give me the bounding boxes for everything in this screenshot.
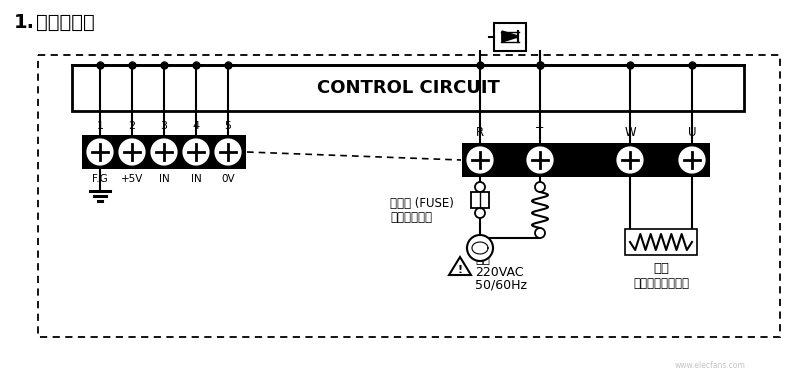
Text: 1.: 1. xyxy=(14,13,35,32)
Circle shape xyxy=(467,235,493,261)
Text: 4: 4 xyxy=(193,121,200,131)
Bar xyxy=(462,143,710,177)
Text: !: ! xyxy=(458,265,462,275)
Text: 1: 1 xyxy=(96,121,103,131)
Bar xyxy=(675,143,709,177)
Polygon shape xyxy=(502,32,518,42)
Text: 5: 5 xyxy=(224,121,232,131)
Circle shape xyxy=(527,147,553,173)
Bar xyxy=(625,229,697,255)
Text: 0V: 0V xyxy=(221,174,235,184)
Text: +5V: +5V xyxy=(121,174,143,184)
Bar xyxy=(147,135,181,169)
Text: 外部接线图: 外部接线图 xyxy=(36,13,95,32)
Text: 220VAC: 220VAC xyxy=(475,266,524,279)
Text: U: U xyxy=(688,126,696,139)
Circle shape xyxy=(535,182,545,192)
Bar xyxy=(494,23,526,51)
Text: R: R xyxy=(476,126,484,139)
Bar xyxy=(613,143,647,177)
Text: 50/60Hz: 50/60Hz xyxy=(475,279,527,292)
Text: www.elecfans.com: www.elecfans.com xyxy=(674,361,745,370)
Text: IN: IN xyxy=(190,174,201,184)
Bar xyxy=(82,135,246,169)
Text: 3: 3 xyxy=(161,121,167,131)
Text: 电源: 电源 xyxy=(475,253,490,266)
Polygon shape xyxy=(449,257,471,275)
Circle shape xyxy=(475,208,485,218)
Text: IN: IN xyxy=(158,174,170,184)
Text: （外部附件）: （外部附件） xyxy=(390,211,432,224)
Circle shape xyxy=(87,139,113,165)
Bar xyxy=(471,192,489,208)
Circle shape xyxy=(183,139,209,165)
Circle shape xyxy=(119,139,145,165)
Bar xyxy=(463,143,497,177)
Polygon shape xyxy=(502,31,518,41)
Text: （阻性负载专用）: （阻性负载专用） xyxy=(633,277,689,290)
Circle shape xyxy=(215,139,241,165)
Text: CONTROL CIRCUIT: CONTROL CIRCUIT xyxy=(317,79,499,97)
Text: 2: 2 xyxy=(128,121,135,131)
Text: 负载: 负载 xyxy=(653,262,669,275)
Circle shape xyxy=(467,147,493,173)
Bar xyxy=(72,65,744,111)
Circle shape xyxy=(679,147,705,173)
Text: F.G: F.G xyxy=(92,174,108,184)
Text: 保险丝 (FUSE): 保险丝 (FUSE) xyxy=(390,197,454,210)
Circle shape xyxy=(475,182,485,192)
Circle shape xyxy=(535,228,545,238)
Text: W: W xyxy=(624,126,636,139)
Text: T: T xyxy=(537,126,544,139)
Circle shape xyxy=(617,147,643,173)
Bar xyxy=(211,135,245,169)
Bar xyxy=(179,135,213,169)
Bar xyxy=(523,143,557,177)
Bar xyxy=(115,135,149,169)
Bar xyxy=(83,135,117,169)
Bar xyxy=(38,55,780,337)
Circle shape xyxy=(151,139,177,165)
